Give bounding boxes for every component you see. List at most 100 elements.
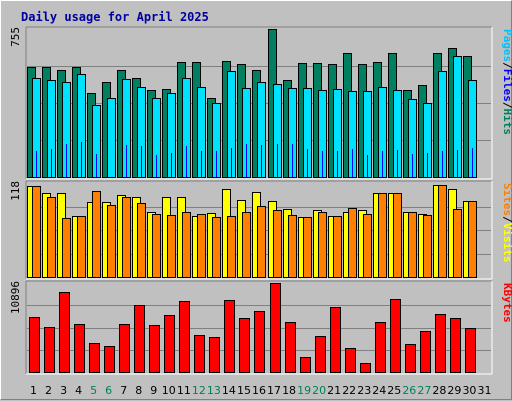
day-label-23: 23 xyxy=(357,384,371,397)
files-bar-day-3 xyxy=(62,82,71,178)
sites-bar-day-21 xyxy=(333,216,342,278)
chart-title: Daily usage for April 2025 xyxy=(21,10,209,24)
files-bar-day-23 xyxy=(363,91,372,178)
day-label-10: 10 xyxy=(162,384,176,397)
kbytes-bar-day-29 xyxy=(450,318,461,373)
files-bar-day-12 xyxy=(197,87,206,178)
legend-slash: / xyxy=(501,216,512,223)
files-bar-day-13 xyxy=(212,103,221,178)
kbytes-bar-day-1 xyxy=(29,317,40,373)
day-label-1: 1 xyxy=(30,384,37,397)
day-label-31: 31 xyxy=(477,384,491,397)
visits-sites-ymax-label: 118 xyxy=(9,181,22,201)
legend-sites: Sites xyxy=(501,183,512,216)
sites-bar-day-15 xyxy=(242,212,251,278)
kbytes-bar-day-19 xyxy=(300,357,311,373)
files-bar-day-17 xyxy=(273,84,282,178)
kbytes-bar-day-8 xyxy=(134,305,145,373)
legend-slash: / xyxy=(501,62,512,69)
day-label-18: 18 xyxy=(282,384,296,397)
kbytes-legend: KBytes xyxy=(501,283,512,323)
legend-pages: Pages xyxy=(501,29,512,62)
day-label-6: 6 xyxy=(105,384,112,397)
day-label-13: 13 xyxy=(207,384,221,397)
kbytes-bar-day-3 xyxy=(59,292,70,373)
sites-bar-day-26 xyxy=(408,212,417,278)
files-bar-day-28 xyxy=(438,71,447,178)
kbytes-bar-day-5 xyxy=(89,343,100,373)
sites-bar-day-10 xyxy=(167,215,176,278)
kbytes-bar-day-7 xyxy=(119,324,130,373)
kbytes-bar-day-2 xyxy=(44,327,55,373)
files-bar-day-16 xyxy=(257,82,266,178)
kbytes-bar-day-30 xyxy=(465,328,476,373)
files-bar-day-20 xyxy=(318,90,327,178)
kbytes-bar-day-28 xyxy=(435,314,446,373)
sites-bar-day-7 xyxy=(122,197,131,278)
sites-bar-day-14 xyxy=(227,216,236,278)
legend-kbytes: KBytes xyxy=(501,283,512,323)
sites-bar-day-18 xyxy=(288,215,297,278)
kbytes-bar-day-23 xyxy=(360,363,371,373)
series-kbytes xyxy=(29,283,476,373)
hits-files-pages-legend: Pages/Files/Hits xyxy=(501,29,512,135)
series-files xyxy=(32,56,477,178)
kbytes-bar-day-6 xyxy=(104,346,115,373)
files-bar-day-10 xyxy=(167,93,176,178)
kbytes-bar-day-16 xyxy=(254,311,265,373)
day-label-12: 12 xyxy=(192,384,206,397)
kbytes-bar-day-4 xyxy=(74,324,85,373)
files-bar-day-19 xyxy=(303,88,312,178)
day-label-8: 8 xyxy=(135,384,142,397)
day-label-19: 19 xyxy=(297,384,311,397)
sites-bar-day-28 xyxy=(438,185,447,278)
files-bar-day-18 xyxy=(288,88,297,178)
sites-bar-day-12 xyxy=(197,214,206,278)
files-bar-day-15 xyxy=(242,88,251,178)
visits-sites-legend: Sites/Visits xyxy=(501,183,512,263)
day-label-14: 14 xyxy=(222,384,236,397)
kbytes-ymax-label: 10896 xyxy=(9,281,22,314)
files-bar-day-11 xyxy=(182,78,191,178)
files-bar-day-22 xyxy=(348,91,357,178)
sites-bar-day-17 xyxy=(273,210,282,278)
sites-bar-day-16 xyxy=(257,206,266,278)
day-label-22: 22 xyxy=(342,384,356,397)
sites-bar-day-19 xyxy=(303,217,312,278)
files-bar-day-2 xyxy=(47,80,56,178)
sites-bar-day-1 xyxy=(32,186,41,278)
kbytes-bar-day-14 xyxy=(224,300,235,373)
day-label-25: 25 xyxy=(387,384,401,397)
files-bar-day-1 xyxy=(32,78,41,178)
kbytes-bar-day-24 xyxy=(375,322,386,373)
files-bar-day-14 xyxy=(227,71,236,178)
kbytes-bar-day-20 xyxy=(315,336,326,373)
sites-bar-day-22 xyxy=(348,208,357,278)
sites-bar-day-29 xyxy=(453,209,462,278)
day-label-4: 4 xyxy=(75,384,82,397)
day-label-26: 26 xyxy=(402,384,416,397)
kbytes-bar-day-11 xyxy=(179,301,190,373)
kbytes-bar-day-27 xyxy=(420,331,431,373)
day-label-20: 20 xyxy=(312,384,326,397)
sites-bar-day-11 xyxy=(182,212,191,278)
kbytes-bar-day-13 xyxy=(209,337,220,373)
day-label-21: 21 xyxy=(327,384,341,397)
kbytes-bar-day-9 xyxy=(149,325,160,373)
files-bar-day-26 xyxy=(408,99,417,178)
kbytes-bar-day-12 xyxy=(194,335,205,373)
sites-bar-day-23 xyxy=(363,214,372,278)
files-bar-day-29 xyxy=(453,56,462,178)
kbytes-bar-day-22 xyxy=(345,348,356,373)
sites-bar-day-30 xyxy=(468,201,477,278)
day-label-9: 9 xyxy=(150,384,157,397)
files-bar-day-5 xyxy=(92,105,101,178)
legend-files: Files xyxy=(501,69,512,102)
sites-bar-day-27 xyxy=(423,215,432,278)
sites-bar-day-20 xyxy=(318,212,327,278)
files-bar-day-8 xyxy=(137,87,146,178)
sites-bar-day-8 xyxy=(137,203,146,278)
files-bar-day-21 xyxy=(333,89,342,178)
